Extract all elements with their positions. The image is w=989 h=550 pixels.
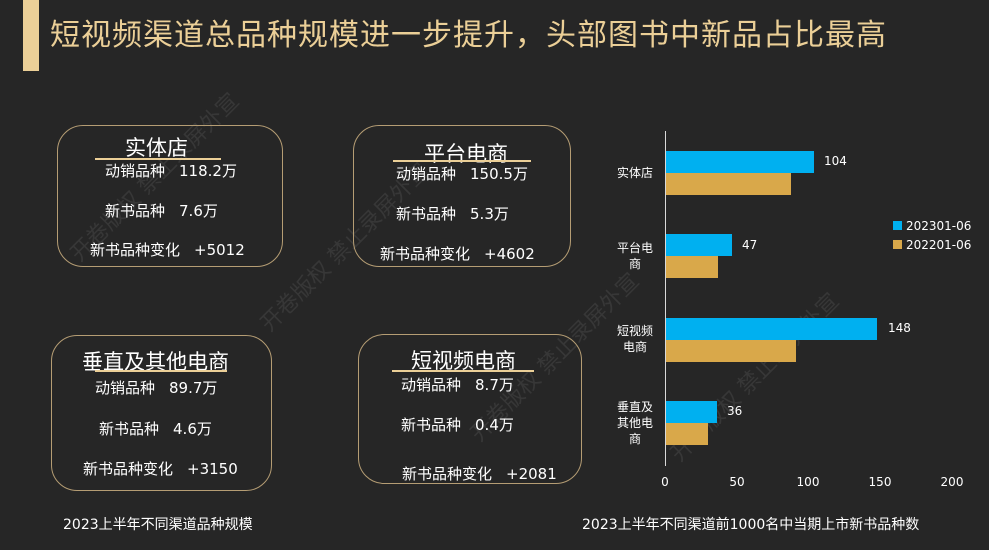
row-label: 新书品种 [396, 205, 457, 223]
card-row: 动销品种 118.2万 [105, 160, 237, 181]
bar-2023-short-video [666, 318, 877, 340]
legend-item: 202301-06 [893, 216, 971, 235]
x-tick: 200 [940, 475, 964, 489]
bar-2022-short-video [666, 340, 796, 362]
row-value: +4602 [484, 245, 535, 263]
bar-2022-vertical [666, 423, 708, 445]
row-label: 新书品种 [105, 202, 166, 220]
card-row: 新书品种变化 +4602 [380, 243, 535, 264]
card-row: 动销品种 89.7万 [95, 377, 217, 398]
card-vertical-ecommerce [51, 335, 272, 491]
row-value: 118.2万 [179, 162, 237, 180]
row-value: 4.6万 [173, 420, 212, 438]
row-value: 89.7万 [169, 379, 218, 397]
card-row: 新书品种 5.3万 [396, 203, 509, 224]
value-label: 104 [824, 154, 847, 168]
row-value: 7.6万 [179, 202, 218, 220]
category-label: 短视频 电商 [616, 324, 653, 354]
row-label: 新书品种变化 [402, 465, 493, 483]
row-value: +3150 [187, 460, 238, 478]
bar-2022-platform [666, 256, 718, 278]
caption-left: 2023上半年不同渠道品种规模 [63, 517, 253, 533]
bar-2022-physical [666, 173, 791, 195]
title-underline [392, 370, 534, 372]
card-row: 新书品种 0.4万 [401, 414, 514, 435]
x-tick: 50 [729, 475, 745, 489]
row-value: 8.7万 [475, 376, 514, 394]
row-label: 新书品种 [401, 416, 462, 434]
row-value: +2081 [506, 465, 557, 483]
row-label: 动销品种 [95, 379, 156, 397]
card-platform-ecommerce [353, 125, 571, 267]
card-row: 新书品种变化 +2081 [402, 463, 557, 484]
legend-label: 202301-06 [906, 218, 972, 233]
card-title: 实体店 [125, 136, 188, 160]
category-label: 实体店 [616, 166, 653, 180]
legend-swatch-blue [893, 221, 902, 230]
row-label: 动销品种 [396, 165, 457, 183]
x-tick: 150 [868, 475, 892, 489]
bar-2023-platform [666, 234, 732, 256]
card-row: 新书品种 4.6万 [99, 418, 212, 439]
card-row: 新书品种变化 +5012 [90, 239, 245, 260]
card-physical-store [57, 125, 283, 267]
page-title: 短视频渠道总品种规模进一步提升，头部图书中新品占比最高 [50, 18, 887, 53]
row-value: +5012 [194, 241, 245, 259]
card-title: 短视频电商 [411, 349, 516, 373]
row-value: 0.4万 [475, 416, 514, 434]
row-label: 新书品种变化 [90, 241, 181, 259]
card-row: 动销品种 150.5万 [396, 163, 528, 184]
legend-swatch-gold [893, 240, 902, 249]
caption-right: 2023上半年不同渠道前1000名中当期上市新书品种数 [582, 517, 920, 533]
y-axis-line [665, 131, 666, 466]
bar-2023-physical [666, 151, 814, 173]
legend-item: 202201-06 [893, 235, 971, 254]
card-row: 新书品种变化 +3150 [83, 458, 238, 479]
card-title: 平台电商 [424, 142, 508, 166]
title-accent-bar [23, 0, 39, 71]
card-short-video-ecommerce [358, 334, 582, 484]
row-label: 新书品种变化 [83, 460, 174, 478]
card-title: 垂直及其他电商 [82, 350, 229, 374]
row-label: 动销品种 [401, 376, 462, 394]
title-underline [95, 158, 221, 160]
x-tick: 100 [796, 475, 820, 489]
row-value: 5.3万 [470, 205, 509, 223]
card-row: 动销品种 8.7万 [401, 374, 514, 395]
row-label: 新书品种变化 [380, 245, 471, 263]
bar-2023-vertical [666, 401, 717, 423]
x-tick: 0 [661, 475, 669, 489]
category-label: 平台电商 [616, 241, 653, 271]
chart-legend: 202301-06 202201-06 [893, 216, 971, 254]
category-label: 垂直及 其他电商 [616, 400, 653, 446]
card-row: 新书品种 7.6万 [105, 200, 218, 221]
title-underline [95, 370, 227, 372]
row-value: 150.5万 [470, 165, 528, 183]
value-label: 47 [742, 238, 758, 252]
value-label: 148 [888, 321, 911, 335]
legend-label: 202201-06 [906, 237, 972, 252]
value-label: 36 [727, 404, 743, 418]
row-label: 动销品种 [105, 162, 166, 180]
row-label: 新书品种 [99, 420, 160, 438]
title-underline [393, 160, 531, 162]
